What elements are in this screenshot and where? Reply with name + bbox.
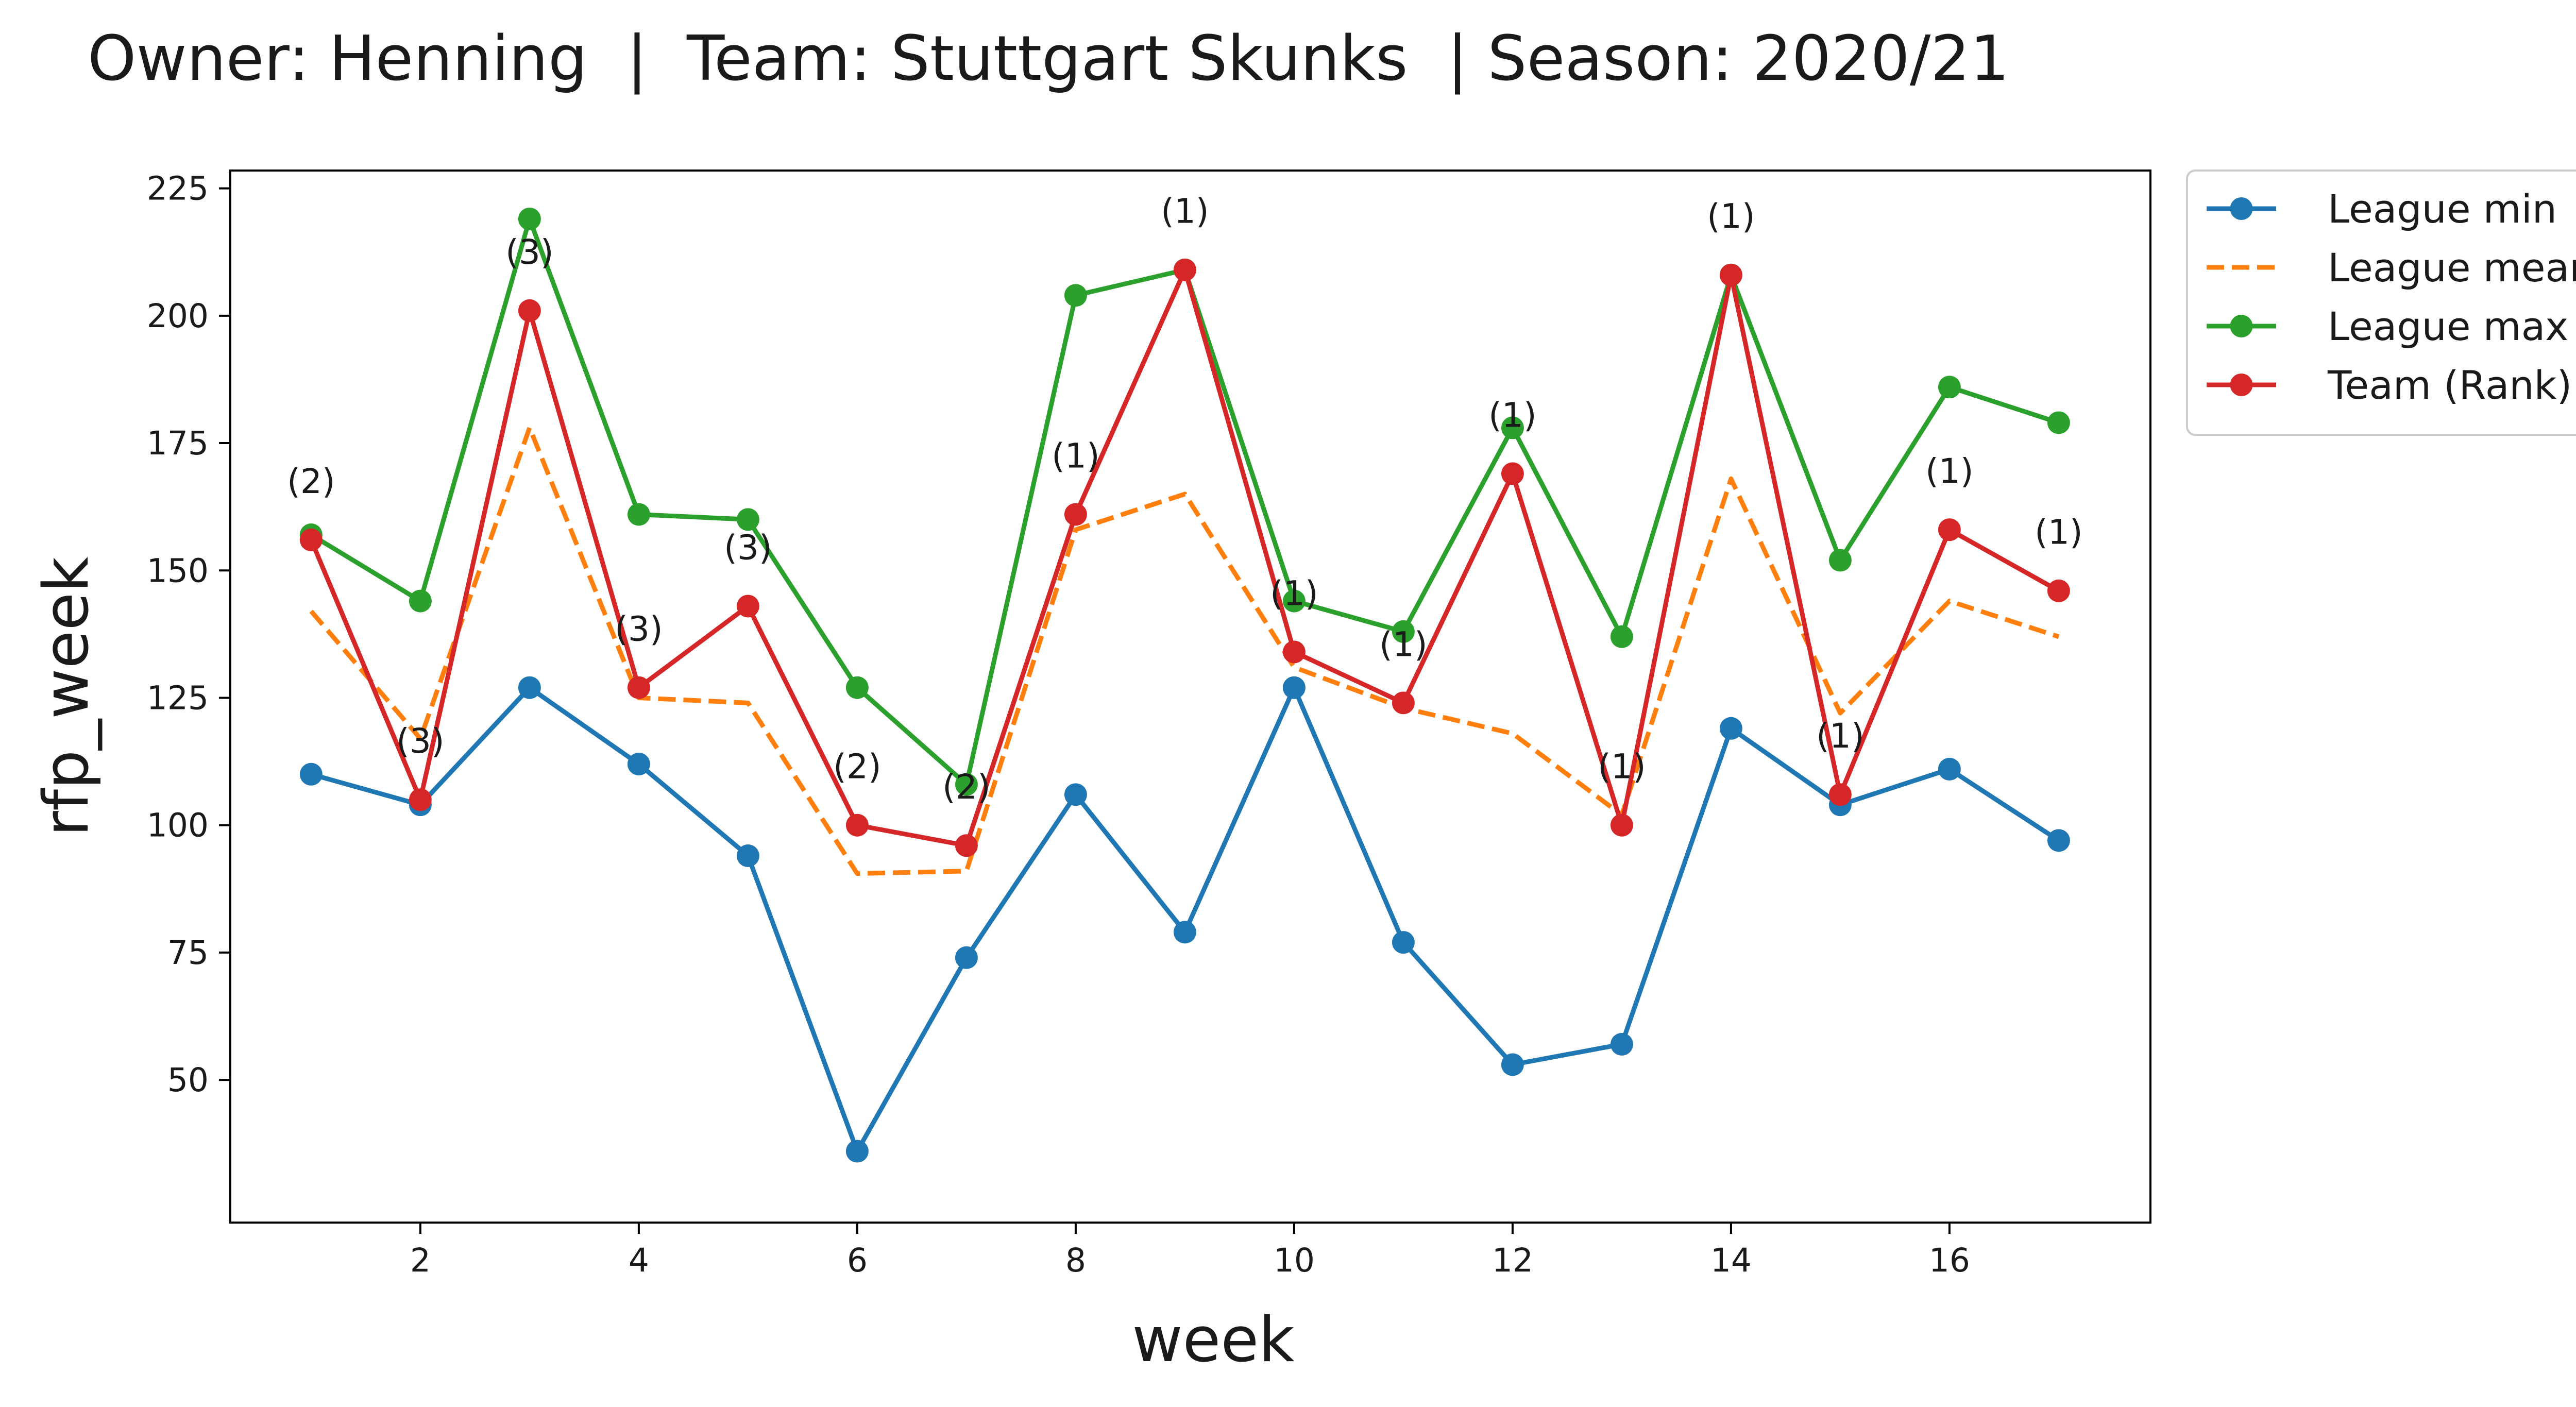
rank-annotation-week-5: (3) (724, 528, 772, 567)
y-axis-ticks: 50 75 100 125 150 175 200 225 (147, 170, 230, 1099)
rank-annotation-week-15: (1) (1816, 716, 1865, 756)
legend-label-0: League min (2328, 186, 2557, 232)
x-tick-label-6: 6 (847, 1242, 868, 1279)
legend-label-2: League max (2328, 303, 2568, 349)
series-0-point-5 (736, 844, 759, 868)
series-2-point-17 (2047, 411, 2070, 434)
legend: League min League mean League max Team (Ran… (2186, 169, 2576, 436)
x-axis-ticks: 2 4 6 8 10 12 14 16 (410, 1223, 1970, 1279)
series-0-point-13 (1610, 1032, 1633, 1056)
legend-marker-2 (2230, 315, 2253, 337)
series-2-point-4 (627, 503, 650, 526)
y-tick-label-50: 50 (167, 1061, 209, 1099)
legend-frame (2186, 169, 2576, 436)
rank-annotation-week-17: (1) (2035, 513, 2083, 552)
legend-label-3: Team (Rank) (2327, 362, 2572, 408)
series-3-point-2 (409, 788, 432, 811)
series-2-point-8 (1064, 284, 1087, 307)
series-3-point-11 (1392, 691, 1415, 715)
legend-marker-3 (2230, 374, 2253, 396)
rank-annotation-week-3: (3) (505, 232, 554, 272)
plot-content: (2) (3) (3) (3) (3) (2) (2) (1) (1) (1) (1) (1) (1) (… (287, 192, 2083, 1163)
series-2-point-10 (1282, 589, 1306, 613)
y-tick-label-125: 125 (147, 679, 209, 717)
y-tick-label-200: 200 (147, 297, 209, 335)
legend-label-1: League mean (2328, 245, 2576, 291)
series-2-point-16 (1938, 376, 1961, 399)
x-tick-label-10: 10 (1274, 1242, 1315, 1279)
rank-annotation-week-7: (2) (942, 767, 991, 807)
plot-frame (229, 169, 2151, 1224)
series-0-point-3 (518, 676, 541, 699)
series-3-point-3 (518, 299, 541, 322)
series-2-point-12 (1501, 416, 1524, 439)
x-tick-label-14: 14 (1710, 1242, 1752, 1279)
y-tick-label-100: 100 (147, 807, 209, 844)
series-3-point-6 (845, 813, 869, 837)
rank-annotation-week-14: (1) (1707, 197, 1755, 236)
series-3-point-13 (1610, 813, 1633, 837)
y-tick-label-75: 75 (167, 934, 209, 972)
x-tick-label-16: 16 (1929, 1242, 1970, 1279)
series-0-point-1 (299, 762, 323, 786)
series-0-point-7 (955, 946, 978, 969)
rank-annotation-week-9: (1) (1161, 192, 1209, 231)
series-0-point-16 (1938, 757, 1961, 781)
series-0-point-9 (1173, 921, 1196, 944)
series-3-point-10 (1282, 640, 1306, 664)
series-0-point-8 (1064, 783, 1087, 806)
y-tick-label-150: 150 (147, 552, 209, 589)
legend-entries: League min League mean League max Team (Ran… (2207, 186, 2576, 408)
series-2-point-2 (409, 589, 432, 613)
series-3-point-8 (1064, 503, 1087, 526)
legend-marker-0 (2230, 197, 2253, 220)
x-tick-label-4: 4 (629, 1242, 649, 1279)
y-tick-label-175: 175 (147, 425, 209, 462)
series-3-point-12 (1501, 462, 1524, 485)
series-0-point-14 (1719, 717, 1742, 740)
rank-annotation-week-4: (3) (615, 609, 663, 649)
rank-annotation-week-13: (1) (1598, 747, 1646, 787)
rank-annotation-week-6: (2) (833, 747, 882, 787)
series-2-point-6 (845, 676, 869, 699)
x-tick-label-2: 2 (410, 1242, 431, 1279)
rank-annotation-week-10: (1) (1270, 573, 1318, 613)
series-2-point-7 (955, 773, 978, 796)
series-3-point-9 (1173, 258, 1196, 281)
x-axis-label: week (1132, 1304, 1295, 1376)
series-3-point-5 (736, 595, 759, 618)
series-3-point-7 (955, 834, 978, 857)
series-3-point-4 (627, 676, 650, 699)
series-0-point-10 (1282, 676, 1306, 699)
series-2-point-11 (1392, 620, 1415, 643)
series-0-point-12 (1501, 1053, 1524, 1076)
series-2-point-3 (518, 207, 541, 230)
series-0-point-4 (627, 753, 650, 776)
series-3-point-15 (1828, 783, 1852, 806)
series-2-point-5 (736, 508, 759, 531)
y-axis-label: rfp_week (31, 556, 103, 837)
series-line-1 (309, 425, 2060, 876)
x-tick-label-8: 8 (1065, 1242, 1086, 1279)
rank-annotation-week-8: (1) (1052, 436, 1100, 476)
series-2-point-13 (1610, 625, 1633, 648)
rank-annotation-week-11: (1) (1379, 624, 1428, 664)
rank-annotation-week-2: (3) (396, 721, 445, 761)
series-2-point-15 (1828, 549, 1852, 572)
rank-annotation-week-1: (2) (287, 462, 335, 501)
series-0-point-6 (845, 1140, 869, 1163)
rank-annotation-week-12: (1) (1488, 395, 1537, 435)
series-3-point-17 (2047, 579, 2070, 602)
series-3-point-14 (1719, 263, 1742, 286)
x-tick-label-12: 12 (1492, 1242, 1533, 1279)
series-0-point-17 (2047, 829, 2070, 852)
rank-annotation-week-16: (1) (1925, 451, 1974, 491)
series-3-point-16 (1938, 518, 1961, 541)
series-3-point-1 (299, 528, 323, 551)
chart-title: Owner: Henning | Team: Stuttgart Skunks … (88, 23, 2009, 95)
series-0-point-11 (1392, 931, 1415, 954)
y-tick-label-225: 225 (147, 170, 209, 208)
